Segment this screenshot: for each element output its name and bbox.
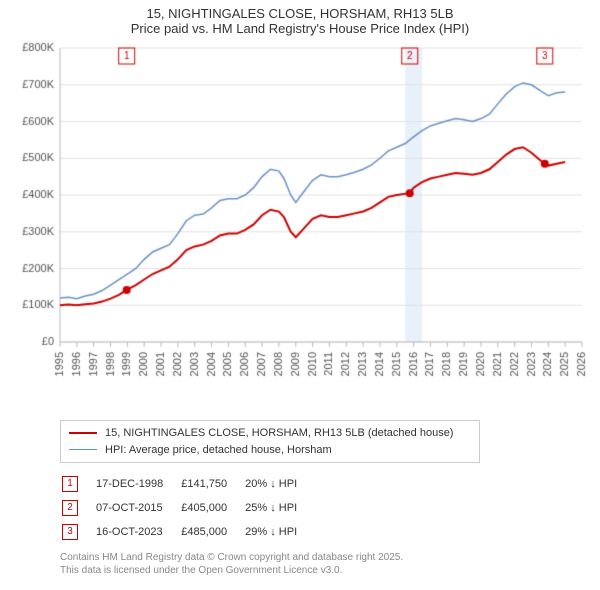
legend-label: HPI: Average price, detached house, Hors… [105,442,332,459]
transaction-delta: 29% ↓ HPI [245,521,313,543]
marker-num-box: 3 [62,524,78,540]
legend-swatch [69,449,97,450]
transaction-date: 07-OCT-2015 [96,497,179,519]
chart-canvas [10,42,590,412]
chart-area [10,42,590,412]
transaction-date: 17-DEC-1998 [96,473,179,495]
marker-num-box: 2 [62,500,78,516]
table-row: 2 07-OCT-2015£405,00025% ↓ HPI [62,497,313,519]
legend-label: 15, NIGHTINGALES CLOSE, HORSHAM, RH13 5L… [105,425,453,442]
chart-title-block: 15, NIGHTINGALES CLOSE, HORSHAM, RH13 5L… [0,0,600,38]
footer-line-2: This data is licensed under the Open Gov… [60,564,600,577]
legend-swatch [69,432,97,434]
transaction-price: £405,000 [181,497,243,519]
transactions-table: 1 17-DEC-1998£141,75020% ↓ HPI 2 07-OCT-201… [60,471,315,545]
footer-line-1: Contains HM Land Registry data © Crown c… [60,551,600,564]
legend-row: HPI: Average price, detached house, Hors… [69,442,471,459]
title-line-2: Price paid vs. HM Land Registry's House … [10,21,590,36]
marker-num-box: 1 [62,476,78,492]
title-line-1: 15, NIGHTINGALES CLOSE, HORSHAM, RH13 5L… [10,6,590,21]
transaction-date: 16-OCT-2023 [96,521,179,543]
transaction-price: £141,750 [181,473,243,495]
transaction-delta: 25% ↓ HPI [245,497,313,519]
footer: Contains HM Land Registry data © Crown c… [60,551,600,577]
transaction-delta: 20% ↓ HPI [245,473,313,495]
transaction-price: £485,000 [181,521,243,543]
table-row: 3 16-OCT-2023£485,00029% ↓ HPI [62,521,313,543]
legend-row: 15, NIGHTINGALES CLOSE, HORSHAM, RH13 5L… [69,425,471,442]
table-row: 1 17-DEC-1998£141,75020% ↓ HPI [62,473,313,495]
legend: 15, NIGHTINGALES CLOSE, HORSHAM, RH13 5L… [60,420,480,463]
